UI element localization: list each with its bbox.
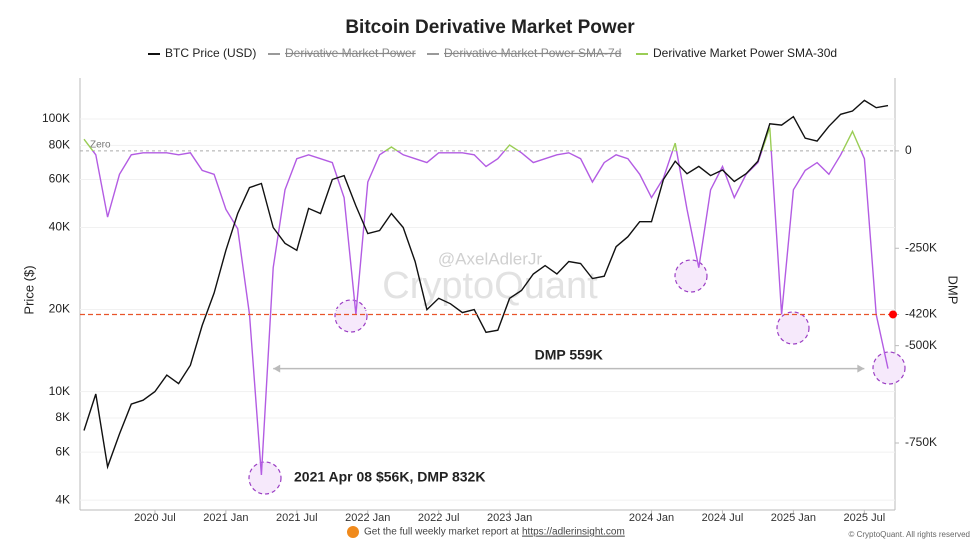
reference-dot bbox=[889, 310, 897, 319]
y-tick-label: 10K bbox=[49, 384, 70, 398]
y2-tick-label: 0 bbox=[905, 143, 912, 157]
x-tick-label: 2021 Jul bbox=[276, 512, 318, 524]
highlight-circle bbox=[248, 461, 282, 495]
zero-label: Zero bbox=[90, 140, 111, 151]
highlight-circles bbox=[248, 259, 906, 495]
y2-tick-label: -750K bbox=[905, 435, 937, 449]
series-line bbox=[83, 99, 889, 470]
arrow-head bbox=[273, 364, 281, 373]
y-axis-label: Price ($) bbox=[21, 265, 36, 314]
legend-label[interactable]: Derivative Market Power bbox=[285, 46, 416, 60]
watermark: CryptoQuant bbox=[382, 265, 598, 307]
highlight-circle bbox=[674, 259, 708, 293]
y-tick-label: 4K bbox=[55, 492, 70, 506]
arrow-head bbox=[857, 364, 865, 373]
y-tick-label: 8K bbox=[55, 410, 70, 424]
x-tick-label: 2022 Jan bbox=[345, 512, 390, 524]
y2-axis-label: DMP bbox=[946, 276, 961, 305]
x-tick-label: 2021 Jan bbox=[203, 512, 248, 524]
legend-label[interactable]: Derivative Market Power SMA-30d bbox=[653, 46, 837, 60]
x-tick-label: 2024 Jul bbox=[702, 512, 744, 524]
range-label: DMP 559K bbox=[535, 346, 603, 362]
x-tick-label: 2023 Jan bbox=[487, 512, 532, 524]
y-tick-label: 20K bbox=[49, 302, 70, 316]
y-tick-label: 6K bbox=[55, 444, 70, 458]
legend-label[interactable]: Derivative Market Power SMA-7d bbox=[444, 46, 621, 60]
watermark: @AxelAdlerJr bbox=[438, 249, 543, 268]
highlight-circle bbox=[872, 351, 906, 385]
x-tick-label: 2025 Jul bbox=[844, 512, 886, 524]
y2-tick-label: -250K bbox=[905, 240, 937, 254]
y2-tick-label: -500K bbox=[905, 338, 937, 352]
y-tick-label: 100K bbox=[42, 111, 70, 125]
x-tick-label: 2025 Jan bbox=[771, 512, 816, 524]
footer-icon bbox=[347, 526, 359, 538]
x-tick-label: 2020 Jul bbox=[134, 512, 176, 524]
x-tick-label: 2022 Jul bbox=[418, 512, 460, 524]
chart-title: Bitcoin Derivative Market Power bbox=[345, 17, 635, 38]
y-tick-label: 40K bbox=[49, 220, 70, 234]
series-line bbox=[83, 127, 889, 475]
legend-label[interactable]: BTC Price (USD) bbox=[165, 46, 256, 60]
y-tick-label: 60K bbox=[49, 172, 70, 186]
footer-text: Get the full weekly market report at bbox=[364, 527, 519, 538]
highlight-circle bbox=[334, 299, 368, 333]
footer-link[interactable]: https://adlerinsight.com bbox=[522, 527, 625, 538]
x-tick-label: 2024 Jan bbox=[629, 512, 674, 524]
copyright: © CryptoQuant. All rights reserved bbox=[849, 530, 971, 539]
y2-tick-label: -420K bbox=[905, 307, 937, 321]
annotation: 2021 Apr 08 $56K, DMP 832K bbox=[294, 469, 485, 485]
y-tick-label: 80K bbox=[49, 138, 70, 152]
highlight-circle bbox=[776, 311, 810, 345]
